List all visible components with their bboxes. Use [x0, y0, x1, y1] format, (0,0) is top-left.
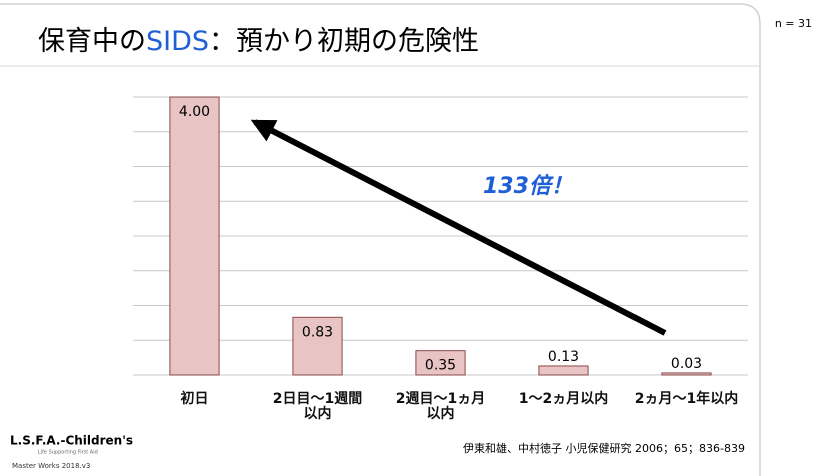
logo-version: Master Works 2018.v3 [12, 462, 90, 470]
bar [292, 316, 343, 376]
logo-name: L.S.F.A.-Children's [10, 434, 133, 448]
value-label: 0.03 [671, 356, 702, 372]
value-label: 0.83 [302, 324, 333, 340]
x-tick-label: 2ヵ月〜1年以内 [634, 391, 739, 407]
x-tick-label: 1〜2ヵ月以内 [518, 391, 609, 407]
value-label: 4.00 [179, 104, 210, 120]
value-label: 0.35 [425, 358, 456, 374]
x-tick-label: 2週目〜1ヵ月 以内 [395, 391, 486, 422]
title-part: SIDS [146, 26, 209, 57]
logo-tagline: Life Supporting First Aid [38, 450, 98, 456]
arrow [250, 119, 667, 336]
annotation: 133倍！ [483, 173, 573, 199]
bar [415, 350, 466, 376]
bar [169, 96, 220, 376]
value-label: 0.13 [548, 349, 579, 365]
sample-size: n = 31 [775, 17, 812, 30]
source: 伊東和雄、中村徳子 小児保健研究 2006；65；836-839 [463, 441, 745, 455]
chart-title: 保育中のSIDS：預かり初期の危険性 [38, 26, 479, 57]
slide-border [0, 3, 761, 476]
bar [661, 372, 712, 376]
bar [538, 365, 589, 376]
title-part: ：預かり初期の危険性 [209, 26, 479, 57]
x-tick-label: 2日目〜1週間 以内 [272, 391, 363, 422]
x-tick-label: 初日 [180, 391, 209, 407]
title-part: 保育中の [38, 26, 146, 57]
